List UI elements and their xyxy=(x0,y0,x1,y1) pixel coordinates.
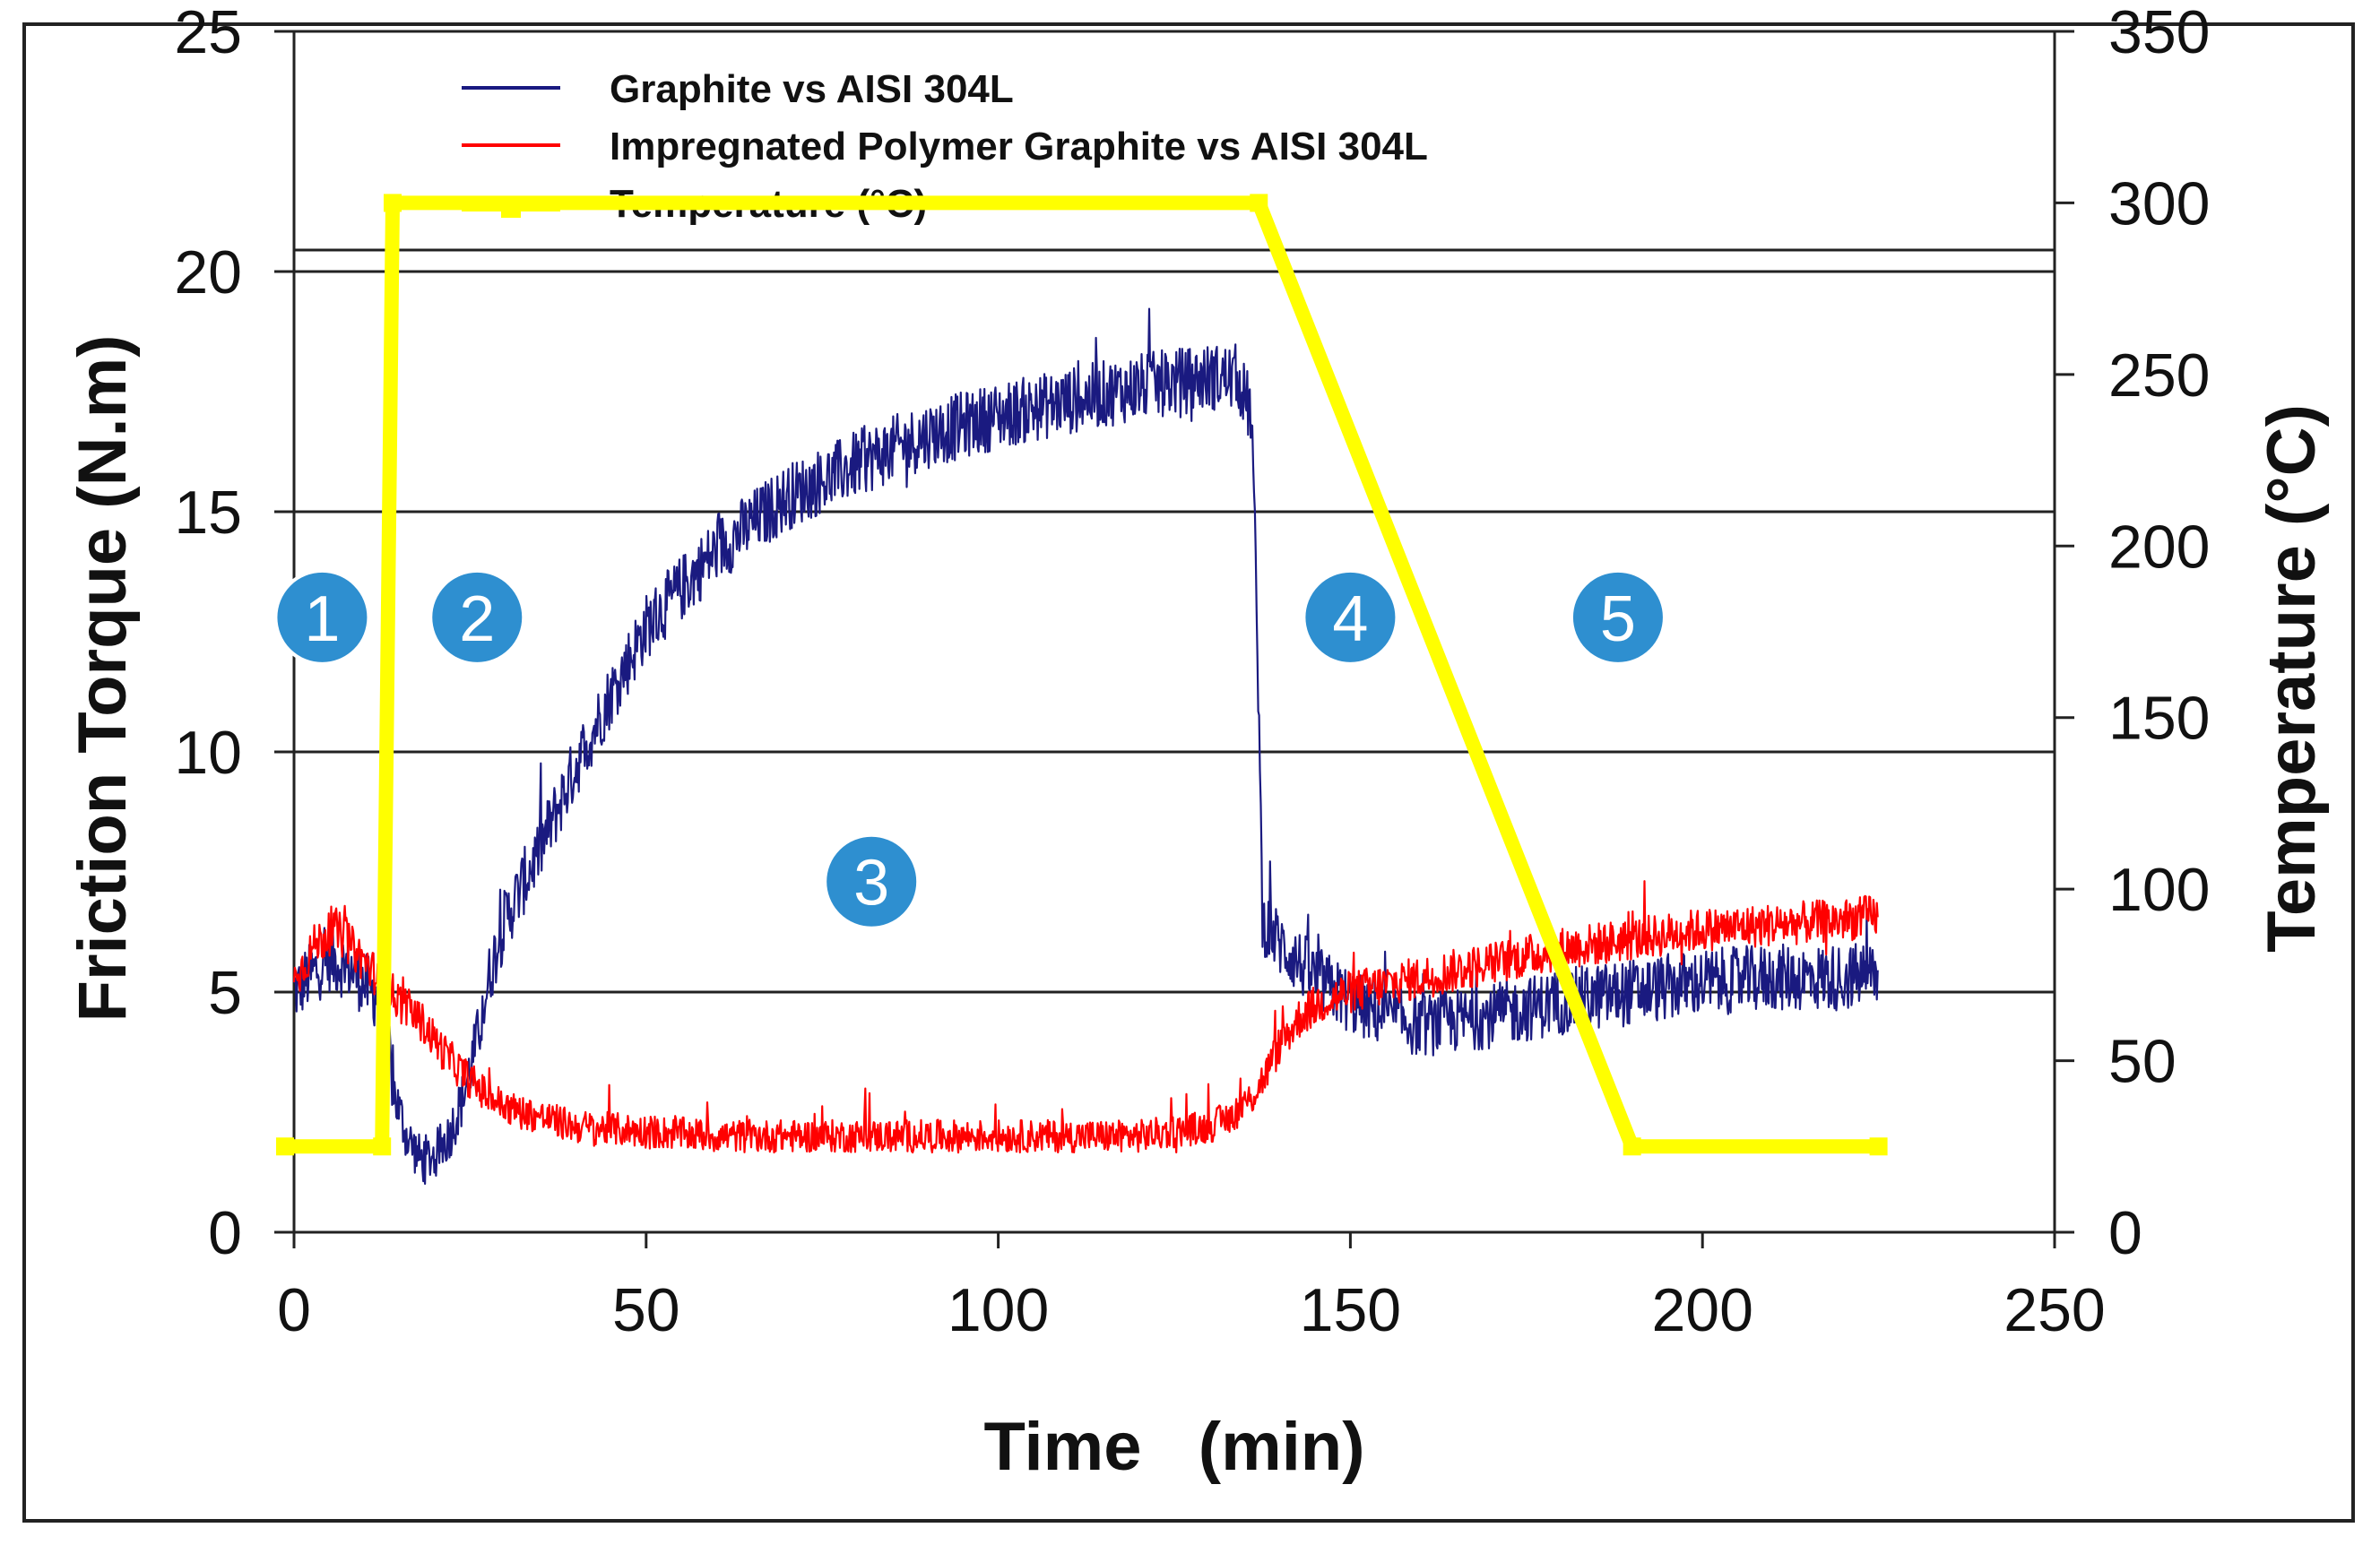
legend-label-graphite: Graphite vs AISI 304L xyxy=(610,67,1014,111)
zone-label-4: 4 xyxy=(1332,583,1368,655)
zone-label-2: 2 xyxy=(459,583,495,655)
x-tick-label: 250 xyxy=(2004,1276,2105,1344)
series-line-temperature xyxy=(285,195,1879,1154)
y-axis-title: Friction Torque (N.m) xyxy=(65,335,141,1023)
zone-label-5: 5 xyxy=(1600,583,1636,655)
zone-label-3: 3 xyxy=(853,848,889,919)
y2-tick-label: 50 xyxy=(2108,1028,2177,1096)
y2-tick-label: 150 xyxy=(2108,685,2210,753)
legend-box xyxy=(292,30,2056,252)
annotation-layer: 1 2 3 4 5 xyxy=(273,568,1666,930)
y-tick-label: 20 xyxy=(174,238,242,306)
y-tick-label: 10 xyxy=(174,719,242,787)
y2-tick-label: 250 xyxy=(2108,341,2210,410)
y-tick-label: 15 xyxy=(174,479,242,547)
zone-marker-5 xyxy=(1569,568,1666,666)
y2-tick-label: 300 xyxy=(2108,169,2210,237)
y-tick-label: 0 xyxy=(208,1199,242,1267)
zone-marker-3 xyxy=(823,833,921,930)
y2-tick-label: 200 xyxy=(2108,513,2210,581)
x-tick-label: 0 xyxy=(277,1276,311,1344)
y2-tick-label: 0 xyxy=(2108,1199,2142,1267)
legend-label-polymer: Impregnated Polymer Graphite vs AISI 304… xyxy=(610,125,1428,168)
x-tick-label: 100 xyxy=(948,1276,1049,1344)
zone-marker-1 xyxy=(273,568,371,666)
zone-label-1: 1 xyxy=(304,583,340,655)
outer-frame xyxy=(22,22,2355,1523)
temperature-point xyxy=(383,194,402,212)
series-line-polymer xyxy=(292,880,1879,1154)
series-line-graphite xyxy=(293,307,1879,1186)
temperature-point xyxy=(1250,194,1268,212)
y-tick-label: 5 xyxy=(208,959,242,1027)
y2-axis-title: Temperature (°C) xyxy=(2254,404,2330,953)
x-tick-label: 150 xyxy=(1300,1276,1401,1344)
axis-layer: 0 50 100 150 200 2500510152025050100150200250… xyxy=(174,0,2210,1344)
y2-tick-label: 100 xyxy=(2108,856,2210,924)
y2-tick-label: 350 xyxy=(2108,0,2210,66)
y-tick-label: 25 xyxy=(174,0,242,66)
zone-marker-2 xyxy=(428,568,526,666)
x-axis-title: Time (min) xyxy=(983,1409,1364,1485)
series-layer xyxy=(276,194,1888,1186)
x-tick-label: 200 xyxy=(1651,1276,1753,1344)
temperature-point xyxy=(276,1137,294,1156)
temperature-point xyxy=(1869,1137,1888,1156)
legend: Graphite vs AISI 304L Impregnated Polyme… xyxy=(292,30,2056,252)
temperature-point xyxy=(373,1137,392,1156)
x-tick-label: 50 xyxy=(612,1276,680,1344)
temperature-point xyxy=(1623,1137,1641,1156)
zone-marker-4 xyxy=(1302,568,1399,666)
